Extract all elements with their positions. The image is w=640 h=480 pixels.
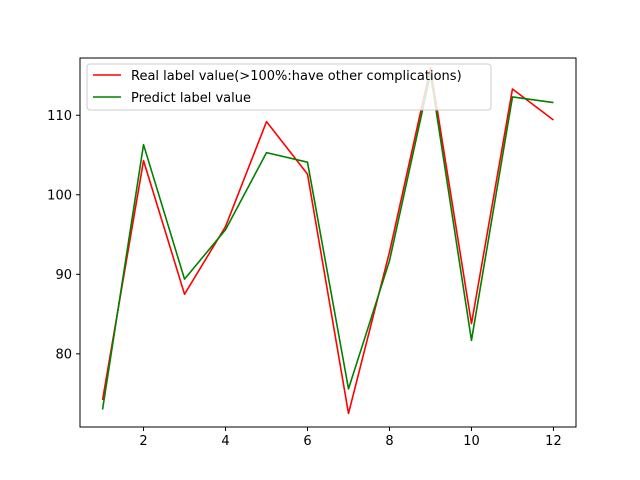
legend-box: [86, 63, 492, 111]
x-tick-label: 10: [463, 434, 480, 449]
legend-label: Predict label value: [131, 91, 251, 106]
x-tick-label: 4: [221, 434, 229, 449]
y-tick-label: 110: [47, 109, 72, 124]
y-tick-label: 80: [55, 347, 72, 362]
legend: Real label value(>100%:have other compli…: [86, 63, 492, 111]
plot-frame: [79, 57, 577, 428]
y-tick-label: 90: [55, 268, 72, 283]
plot-area: [80, 58, 576, 427]
x-tick-label: 6: [303, 434, 311, 449]
y-axis: 80 90 100 110: [47, 109, 80, 362]
legend-label: Real label value(>100%:have other compli…: [131, 69, 462, 84]
series-line-real: [101, 66, 554, 415]
series-layer: [101, 66, 554, 415]
y-tick-label: 100: [47, 188, 72, 203]
x-tick-label: 8: [385, 434, 393, 449]
x-axis: 2 4 6 8 10 12: [139, 427, 562, 449]
x-tick-label: 2: [139, 434, 147, 449]
x-tick-label: 12: [545, 434, 562, 449]
series-line-predict: [101, 73, 554, 410]
